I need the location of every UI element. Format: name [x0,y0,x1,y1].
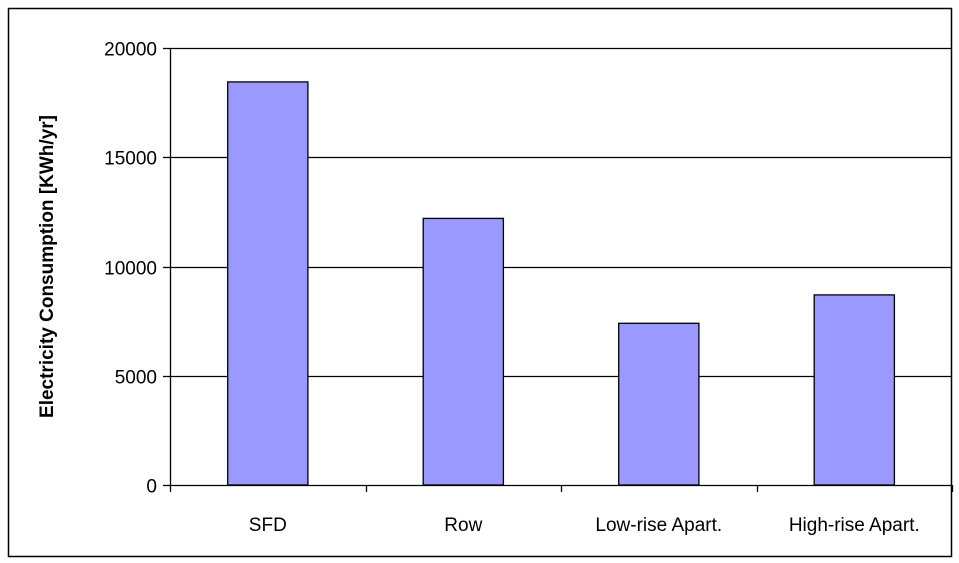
x-tick-label: Row [444,515,482,536]
y-tick-label: 20000 [104,40,157,61]
x-tick-label: High-rise Apart. [789,515,920,536]
y-tick-label: 0 [146,477,157,498]
bar-sfd [227,81,309,486]
x-tick-label: SFD [249,515,287,536]
bar-high-rise-apart [813,294,896,486]
axes [163,47,954,492]
y-tick-label: 15000 [104,149,157,170]
tick-labels: 0 5000 10000 15000 20000 SFD Row Low-rise Apart… [104,40,920,537]
x-tick-label: Low-rise Apart. [595,515,722,536]
y-tick-label: 5000 [115,368,157,389]
bar-low-rise-apart [618,322,700,486]
y-tick-label: 10000 [104,259,157,280]
bar-row [422,217,505,486]
y-axis-title: Electricity Consumption [KWh/yr] [37,115,58,418]
